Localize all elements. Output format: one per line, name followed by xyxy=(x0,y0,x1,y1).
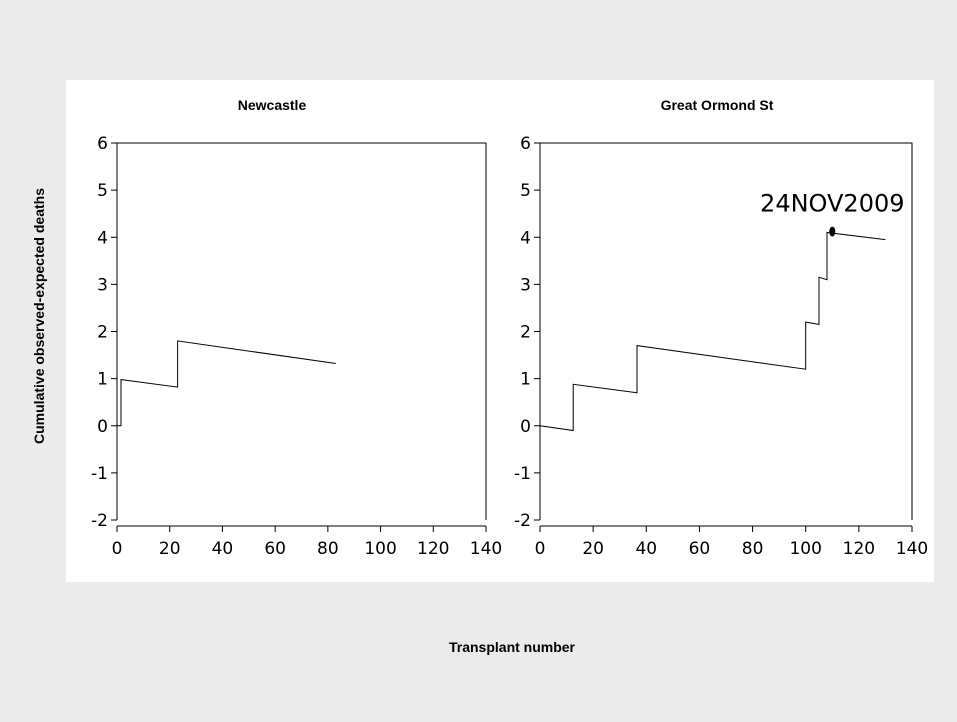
y-tick-label: 0 xyxy=(520,417,531,437)
y-tick-label: 5 xyxy=(97,181,108,201)
y-tick-label: 4 xyxy=(520,228,531,248)
plot-background xyxy=(66,80,934,582)
x-tick-label: 40 xyxy=(635,539,657,559)
x-tick-label: 100 xyxy=(364,539,396,559)
panel-title-newcastle: Newcastle xyxy=(238,97,307,113)
x-tick-label: 20 xyxy=(159,539,181,559)
x-tick-label: 20 xyxy=(582,539,604,559)
x-tick-label: 0 xyxy=(112,539,123,559)
cusum-series-line xyxy=(117,340,336,427)
y-tick-label: 1 xyxy=(97,370,108,390)
annotation-marker xyxy=(829,226,836,237)
y-tick-label: 5 xyxy=(520,181,531,201)
x-tick-label: 140 xyxy=(896,539,928,559)
x-axis-title: Transplant number xyxy=(449,639,576,655)
y-axis-title: Cumulative observed-expected deaths xyxy=(31,188,47,444)
y-tick-label: 4 xyxy=(97,228,108,248)
y-tick-label: 3 xyxy=(520,275,531,295)
y-tick-label: 2 xyxy=(520,323,531,343)
x-tick-label: 80 xyxy=(317,539,339,559)
x-tick-label: 60 xyxy=(689,539,711,559)
cusum-series-line xyxy=(539,231,886,432)
x-tick-label: 120 xyxy=(417,539,449,559)
plot-frame xyxy=(540,142,913,520)
y-tick-label: 3 xyxy=(97,275,108,295)
y-tick-label: 1 xyxy=(520,370,531,390)
x-tick-label: 140 xyxy=(470,539,502,559)
x-tick-label: 0 xyxy=(535,539,546,559)
y-tick-label: -1 xyxy=(91,464,108,484)
x-tick-label: 40 xyxy=(212,539,234,559)
panel-title-great-ormond-st: Great Ormond St xyxy=(661,97,774,113)
plot-frame xyxy=(117,142,487,520)
y-tick-label: 6 xyxy=(520,134,531,154)
y-tick-label: -2 xyxy=(91,511,108,531)
y-tick-label: 6 xyxy=(97,134,108,154)
annotation-label: 24NOV2009 xyxy=(760,190,904,218)
x-tick-label: 80 xyxy=(742,539,764,559)
y-tick-label: -2 xyxy=(514,511,531,531)
x-tick-label: 60 xyxy=(264,539,286,559)
x-tick-label: 100 xyxy=(789,539,821,559)
x-tick-label: 120 xyxy=(843,539,875,559)
y-tick-label: 0 xyxy=(97,417,108,437)
y-tick-label: 2 xyxy=(97,323,108,343)
y-tick-label: -1 xyxy=(514,464,531,484)
